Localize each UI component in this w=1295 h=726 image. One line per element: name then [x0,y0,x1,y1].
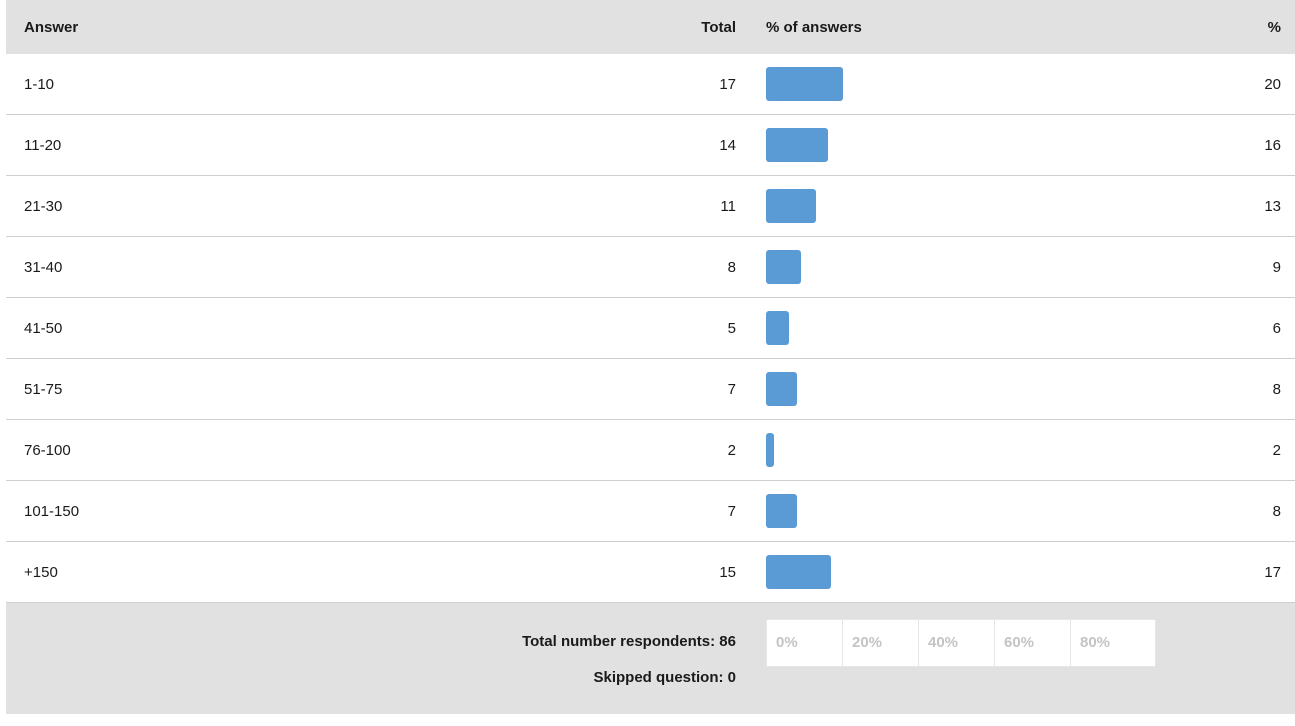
percent-cell: 9 [1272,258,1281,276]
header-percent: % [1267,18,1281,36]
percent-bar [766,433,774,467]
table-row: 51-75 7 8 [6,359,1295,420]
table-row: 101-150 7 8 [6,481,1295,542]
header-percent-of-answers: % of answers [766,18,862,36]
total-cell: 11 [720,197,736,215]
percent-bar [766,67,843,101]
table-row: 21-30 11 13 [6,176,1295,237]
table-header: Answer Total % of answers % [6,0,1295,54]
table-row: 31-40 8 9 [6,237,1295,298]
table-row: 11-20 14 16 [6,115,1295,176]
answer-cell: 51-75 [24,380,63,398]
percent-bar [766,311,790,345]
answer-cell: 41-50 [24,319,63,337]
total-cell: 15 [719,563,736,581]
answer-cell: 11-20 [24,136,62,154]
percent-bar [766,555,832,589]
answer-cell: 101-150 [24,502,80,520]
percent-bar [766,128,828,162]
percent-cell: 17 [1264,563,1281,581]
table-row: 1-10 17 20 [6,54,1295,115]
percent-cell: 8 [1272,502,1281,520]
table-footer: Total number respondents: 86 Skipped que… [6,603,1295,714]
header-answer: Answer [24,18,79,36]
total-cell: 14 [719,136,736,154]
percent-bar [766,372,797,406]
percent-bar [766,494,797,528]
bar-cell [736,115,1209,175]
percent-cell: 8 [1272,380,1281,398]
percent-bar [766,250,801,284]
table-body: 1-10 17 20 11-20 14 16 21-30 11 13 31-40 8 9 41-50 5 6… [6,54,1295,603]
scale-tick: 40% [919,620,995,666]
total-cell: 17 [719,75,736,93]
bar-cell [736,298,1209,358]
percent-cell: 13 [1264,197,1281,215]
total-cell: 2 [727,441,736,459]
total-cell: 7 [727,380,736,398]
percent-cell: 6 [1272,319,1281,337]
total-respondents-label: Total number respondents: 86 [522,633,736,650]
total-cell: 7 [727,502,736,520]
answer-cell: 76-100 [24,441,71,459]
percent-scale: 0% 20% 40% 60% 80% [766,619,1156,667]
table-row: 76-100 2 2 [6,420,1295,481]
bar-cell [736,359,1209,419]
table-row: 41-50 5 6 [6,298,1295,359]
percent-cell: 16 [1264,136,1281,154]
bar-cell [736,237,1209,297]
header-total: Total [701,18,736,36]
results-table: Answer Total % of answers % 1-10 17 20 11-2… [6,0,1295,714]
scale-tick: 80% [1080,634,1111,651]
answer-cell: 21-30 [24,197,63,215]
bar-cell [736,54,1209,114]
percent-cell: 20 [1264,75,1281,93]
answer-cell: +150 [24,563,58,581]
scale-tick: 0% [767,620,843,666]
table-row: +150 15 17 [6,542,1295,603]
percent-cell: 2 [1272,441,1281,459]
total-cell: 5 [727,319,736,337]
answer-cell: 31-40 [24,258,63,276]
answer-cell: 1-10 [24,75,55,93]
bar-cell [736,542,1209,602]
scale-tick: 20% [843,620,919,666]
skipped-question-label: Skipped question: 0 [593,669,736,686]
bar-cell [736,420,1209,480]
scale-tick: 60% [995,620,1071,666]
total-cell: 8 [727,258,736,276]
bar-cell [736,481,1209,541]
percent-bar [766,189,817,223]
bar-cell [736,176,1209,236]
